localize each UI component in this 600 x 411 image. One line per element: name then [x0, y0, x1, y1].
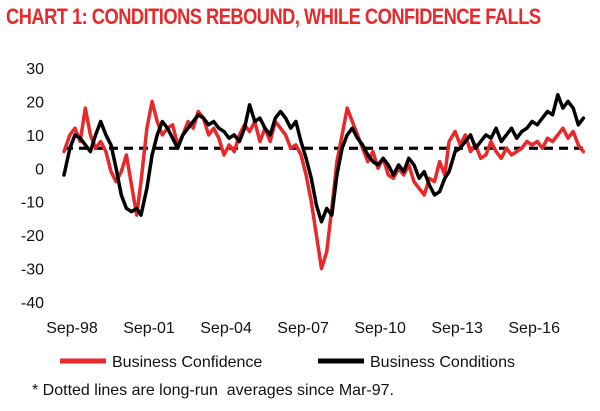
- legend-label: Business Conditions: [370, 354, 515, 371]
- footnote: * Dotted lines are long-run averages sin…: [32, 382, 394, 399]
- y-tick-label: 20: [26, 94, 44, 111]
- x-tick-label: Sep-10: [354, 320, 406, 337]
- x-tick-label: Sep-01: [123, 320, 175, 337]
- x-tick-label: Sep-16: [508, 320, 560, 337]
- x-tick-label: Sep-13: [431, 320, 483, 337]
- x-tick-label: Sep-04: [200, 320, 252, 337]
- x-axis-ticks: Sep-98 Sep-01 Sep-04 Sep-07 Sep-10 Sep-13 Sep-…: [46, 320, 560, 337]
- y-tick-label: -30: [21, 262, 44, 279]
- x-tick-label: Sep-98: [46, 320, 98, 337]
- data-series: [62, 92, 586, 271]
- y-tick-label: 30: [26, 61, 44, 78]
- y-tick-label: -20: [21, 228, 44, 245]
- y-tick-label: -40: [21, 295, 44, 312]
- series-line-business-confidence: [62, 99, 586, 271]
- x-tick-label: Sep-07: [277, 320, 329, 337]
- legend-label: Business Confidence: [112, 354, 262, 371]
- chart-title: CHART 1: CONDITIONS REBOUND, WHILE CONFI…: [6, 4, 541, 29]
- y-tick-label: 10: [26, 128, 44, 145]
- series-line-business-conditions: [62, 92, 586, 224]
- y-tick-label: -10: [21, 195, 44, 212]
- y-tick-label: 0: [35, 161, 44, 178]
- y-axis-ticks: 30 20 10 0 -10 -20 -30 -40: [21, 61, 44, 312]
- chart-legend: Business Confidence Business Conditions: [60, 354, 515, 371]
